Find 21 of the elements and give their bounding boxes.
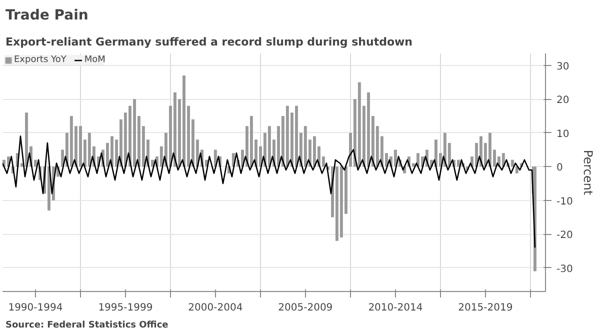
y-axis-title: Percent xyxy=(580,150,595,196)
y-tick-label: -10 xyxy=(556,196,573,208)
x-tick-label: 2015-2019 xyxy=(458,302,513,314)
x-tick-label: 1990-1994 xyxy=(8,302,63,314)
y-tick-label: 0 xyxy=(556,162,563,174)
legend-label: MoM xyxy=(84,55,106,65)
x-tick-label: 1995-1999 xyxy=(98,302,153,314)
chart-subtitle: Export-reliant Germany suffered a record slump during shutdown xyxy=(6,36,413,48)
y-tick-label: -30 xyxy=(556,264,573,275)
y-tick-label: 20 xyxy=(556,95,570,106)
y-tick-label: 30 xyxy=(556,61,570,72)
x-tick-label: 2005-2009 xyxy=(278,302,333,314)
y-tick-label: 10 xyxy=(556,128,570,140)
bar xyxy=(515,166,518,174)
y-tick-label: -20 xyxy=(556,230,573,242)
chart-title: Trade Pain xyxy=(6,8,88,24)
legend-label: Exports YoY xyxy=(14,55,66,65)
line-series xyxy=(2,136,536,248)
source-note: Source: Federal Statistics Office xyxy=(6,320,168,330)
x-tick-label: 2010-2014 xyxy=(368,302,423,314)
x-tick-label: 2000-2004 xyxy=(188,302,243,314)
